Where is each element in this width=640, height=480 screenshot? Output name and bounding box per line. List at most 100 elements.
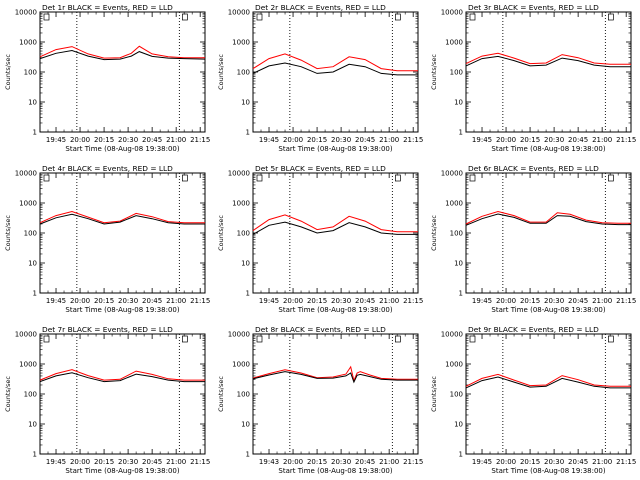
- panel-title: Det 3r BLACK = Events, RED = LLD: [468, 3, 599, 12]
- x-tick-label: 20:45: [355, 136, 375, 144]
- series-events-line: [252, 62, 418, 76]
- x-tick-label: 20:15: [94, 136, 114, 144]
- y-tick-label: 1: [246, 290, 250, 298]
- y-tick-label: 100: [237, 391, 250, 399]
- x-tick-label: 20:45: [142, 297, 162, 305]
- series-events-line: [465, 55, 631, 68]
- plot-frame: [39, 11, 206, 133]
- x-tick-label: 21:00: [166, 458, 186, 466]
- x-tick-label: 20:00: [496, 136, 516, 144]
- corner-marker-box: [43, 335, 50, 343]
- y-tick-label: 10000: [441, 170, 463, 178]
- x-tick-label: 20:30: [331, 458, 351, 466]
- x-tick-label: 21:00: [166, 297, 186, 305]
- y-tick-label: 1000: [19, 200, 37, 208]
- panel-title: Det 4r BLACK = Events, RED = LLD: [42, 164, 173, 173]
- y-tick-label: 10000: [441, 9, 463, 17]
- corner-marker-box: [395, 335, 401, 343]
- corner-marker-box: [469, 174, 476, 182]
- x-tick-label: 21:00: [592, 136, 612, 144]
- y-tick-label: 10: [28, 99, 37, 107]
- x-tick-label: 20:15: [520, 458, 540, 466]
- y-tick-label: 1: [33, 290, 37, 298]
- x-tick-label: 20:30: [544, 297, 564, 305]
- x-tick-label: 20:15: [307, 136, 327, 144]
- plot-frame: [465, 333, 632, 455]
- y-tick-label: 10: [241, 421, 250, 429]
- x-tick-label: 19:45: [259, 136, 279, 144]
- series-lld-line: [465, 52, 631, 65]
- corner-marker-box: [608, 174, 614, 182]
- x-tick-label: 19:45: [46, 297, 66, 305]
- detector-panel-6: Det 6r BLACK = Events, RED = LLD 1 10 100 10…: [430, 164, 636, 314]
- x-tick-label: 20:30: [118, 136, 138, 144]
- y-axis-label: Counts/sec: [4, 54, 12, 90]
- y-tick-label: 100: [24, 69, 37, 77]
- x-tick-label: 19:45: [472, 458, 492, 466]
- plot-frame: [252, 172, 419, 294]
- x-axis-label: Start Time (08-Aug-08 19:38:00): [65, 467, 179, 475]
- series-lld-line: [39, 210, 205, 224]
- corner-marker-box: [182, 13, 188, 21]
- y-tick-label: 10: [28, 421, 37, 429]
- y-tick-label: 10: [241, 99, 250, 107]
- x-tick-label: 21:00: [379, 458, 399, 466]
- y-tick-label: 10: [241, 260, 250, 268]
- y-axis-label: Counts/sec: [4, 215, 12, 251]
- y-tick-label: 1: [459, 451, 463, 459]
- y-tick-label: 1000: [19, 361, 37, 369]
- x-tick-label: 21:15: [190, 458, 210, 466]
- detector-panel-9: Det 9r BLACK = Events, RED = LLD 1 10 100 10…: [430, 325, 636, 475]
- corner-marker-box: [469, 13, 476, 21]
- y-tick-label: 10: [28, 260, 37, 268]
- x-tick-label: 19:45: [472, 297, 492, 305]
- x-axis-label: Start Time (08-Aug-08 19:38:00): [491, 467, 605, 475]
- y-tick-label: 100: [24, 230, 37, 238]
- corner-marker-box: [395, 13, 401, 21]
- y-tick-label: 10: [454, 260, 463, 268]
- series-events-line: [39, 49, 206, 61]
- y-tick-label: 1: [459, 290, 463, 298]
- detector-panel-5: Det 5r BLACK = Events, RED = LLD 1 10 100 10…: [217, 164, 423, 314]
- series-events-line: [465, 213, 631, 226]
- y-tick-label: 100: [450, 391, 463, 399]
- panel-title: Det 8r BLACK = Events, RED = LLD: [255, 325, 386, 334]
- x-tick-label: 20:45: [355, 458, 375, 466]
- y-tick-label: 10000: [15, 9, 37, 17]
- y-tick-label: 1000: [445, 361, 463, 369]
- y-tick-label: 1: [246, 451, 250, 459]
- corner-marker-box: [182, 335, 188, 343]
- x-tick-label: 20:00: [70, 136, 90, 144]
- x-tick-label: 20:30: [331, 297, 351, 305]
- x-tick-label: 20:00: [496, 458, 516, 466]
- plot-frame: [252, 11, 419, 133]
- x-tick-label: 20:15: [94, 297, 114, 305]
- x-tick-label: 21:00: [379, 136, 399, 144]
- x-tick-label: 20:45: [142, 136, 162, 144]
- x-tick-label: 20:00: [70, 458, 90, 466]
- x-tick-label: 20:00: [283, 297, 303, 305]
- x-tick-label: 21:15: [190, 136, 210, 144]
- x-tick-label: 20:00: [70, 297, 90, 305]
- y-tick-label: 10000: [228, 9, 250, 17]
- x-tick-label: 20:45: [568, 458, 588, 466]
- y-axis-label: Counts/sec: [217, 54, 225, 90]
- x-tick-label: 21:15: [616, 136, 636, 144]
- x-tick-label: 20:30: [331, 136, 351, 144]
- series-events-line: [252, 371, 418, 384]
- x-tick-label: 21:00: [166, 136, 186, 144]
- y-tick-label: 1: [33, 451, 37, 459]
- x-tick-label: 20:00: [283, 458, 303, 466]
- panel-title: Det 9r BLACK = Events, RED = LLD: [468, 325, 599, 334]
- panel-title: Det 1r BLACK = Events, RED = LLD: [42, 3, 173, 12]
- detector-panel-7: Det 7r BLACK = Events, RED = LLD 1 10 100 10…: [4, 325, 210, 475]
- x-tick-label: 20:15: [520, 136, 540, 144]
- plot-frame: [465, 172, 632, 294]
- series-lld-line: [465, 373, 631, 387]
- detector-panel-1: Det 1r BLACK = Events, RED = LLD 1 10 100 10…: [4, 3, 210, 153]
- x-tick-label: 21:00: [379, 297, 399, 305]
- x-tick-label: 21:15: [403, 297, 423, 305]
- corner-marker-box: [256, 174, 263, 182]
- y-tick-label: 1000: [19, 39, 37, 47]
- x-tick-label: 21:15: [190, 297, 210, 305]
